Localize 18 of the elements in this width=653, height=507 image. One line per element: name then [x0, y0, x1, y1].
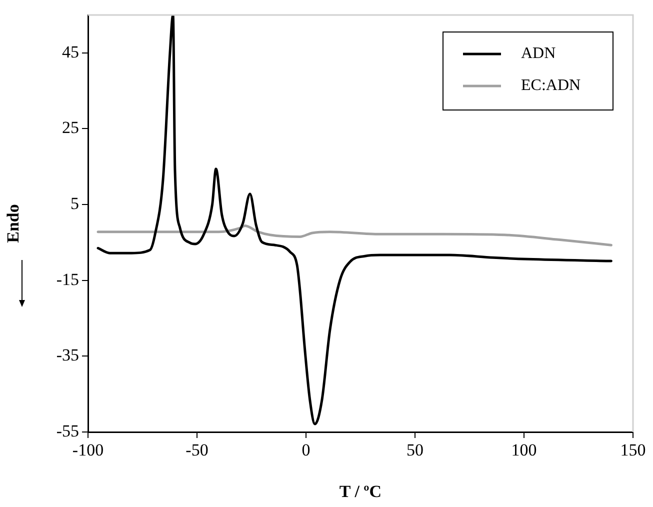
y-tick-label: 5: [70, 194, 79, 214]
x-tick-label: 0: [302, 440, 310, 460]
line-series: [96, 224, 612, 246]
y-axis-title: Endo: [4, 204, 23, 243]
y-tick-label: -35: [56, 346, 79, 365]
y-tick-label: -55: [56, 421, 79, 440]
y-tick-label: -15: [56, 270, 79, 289]
y-tick-label: 45: [62, 42, 79, 62]
x-axis-title: T / ºC: [339, 482, 382, 502]
x-tick-label: 150: [620, 440, 646, 460]
legend-label: EC:ADN: [521, 77, 581, 94]
x-tick-label: 100: [511, 440, 537, 460]
x-tick-label: 50: [406, 440, 424, 460]
y-tick-label: 25: [62, 118, 79, 138]
legend-label: ADN: [521, 45, 556, 62]
x-tick-label: -50: [186, 440, 208, 460]
line-series: [96, 15, 612, 426]
x-tick-label: -100: [72, 440, 104, 460]
